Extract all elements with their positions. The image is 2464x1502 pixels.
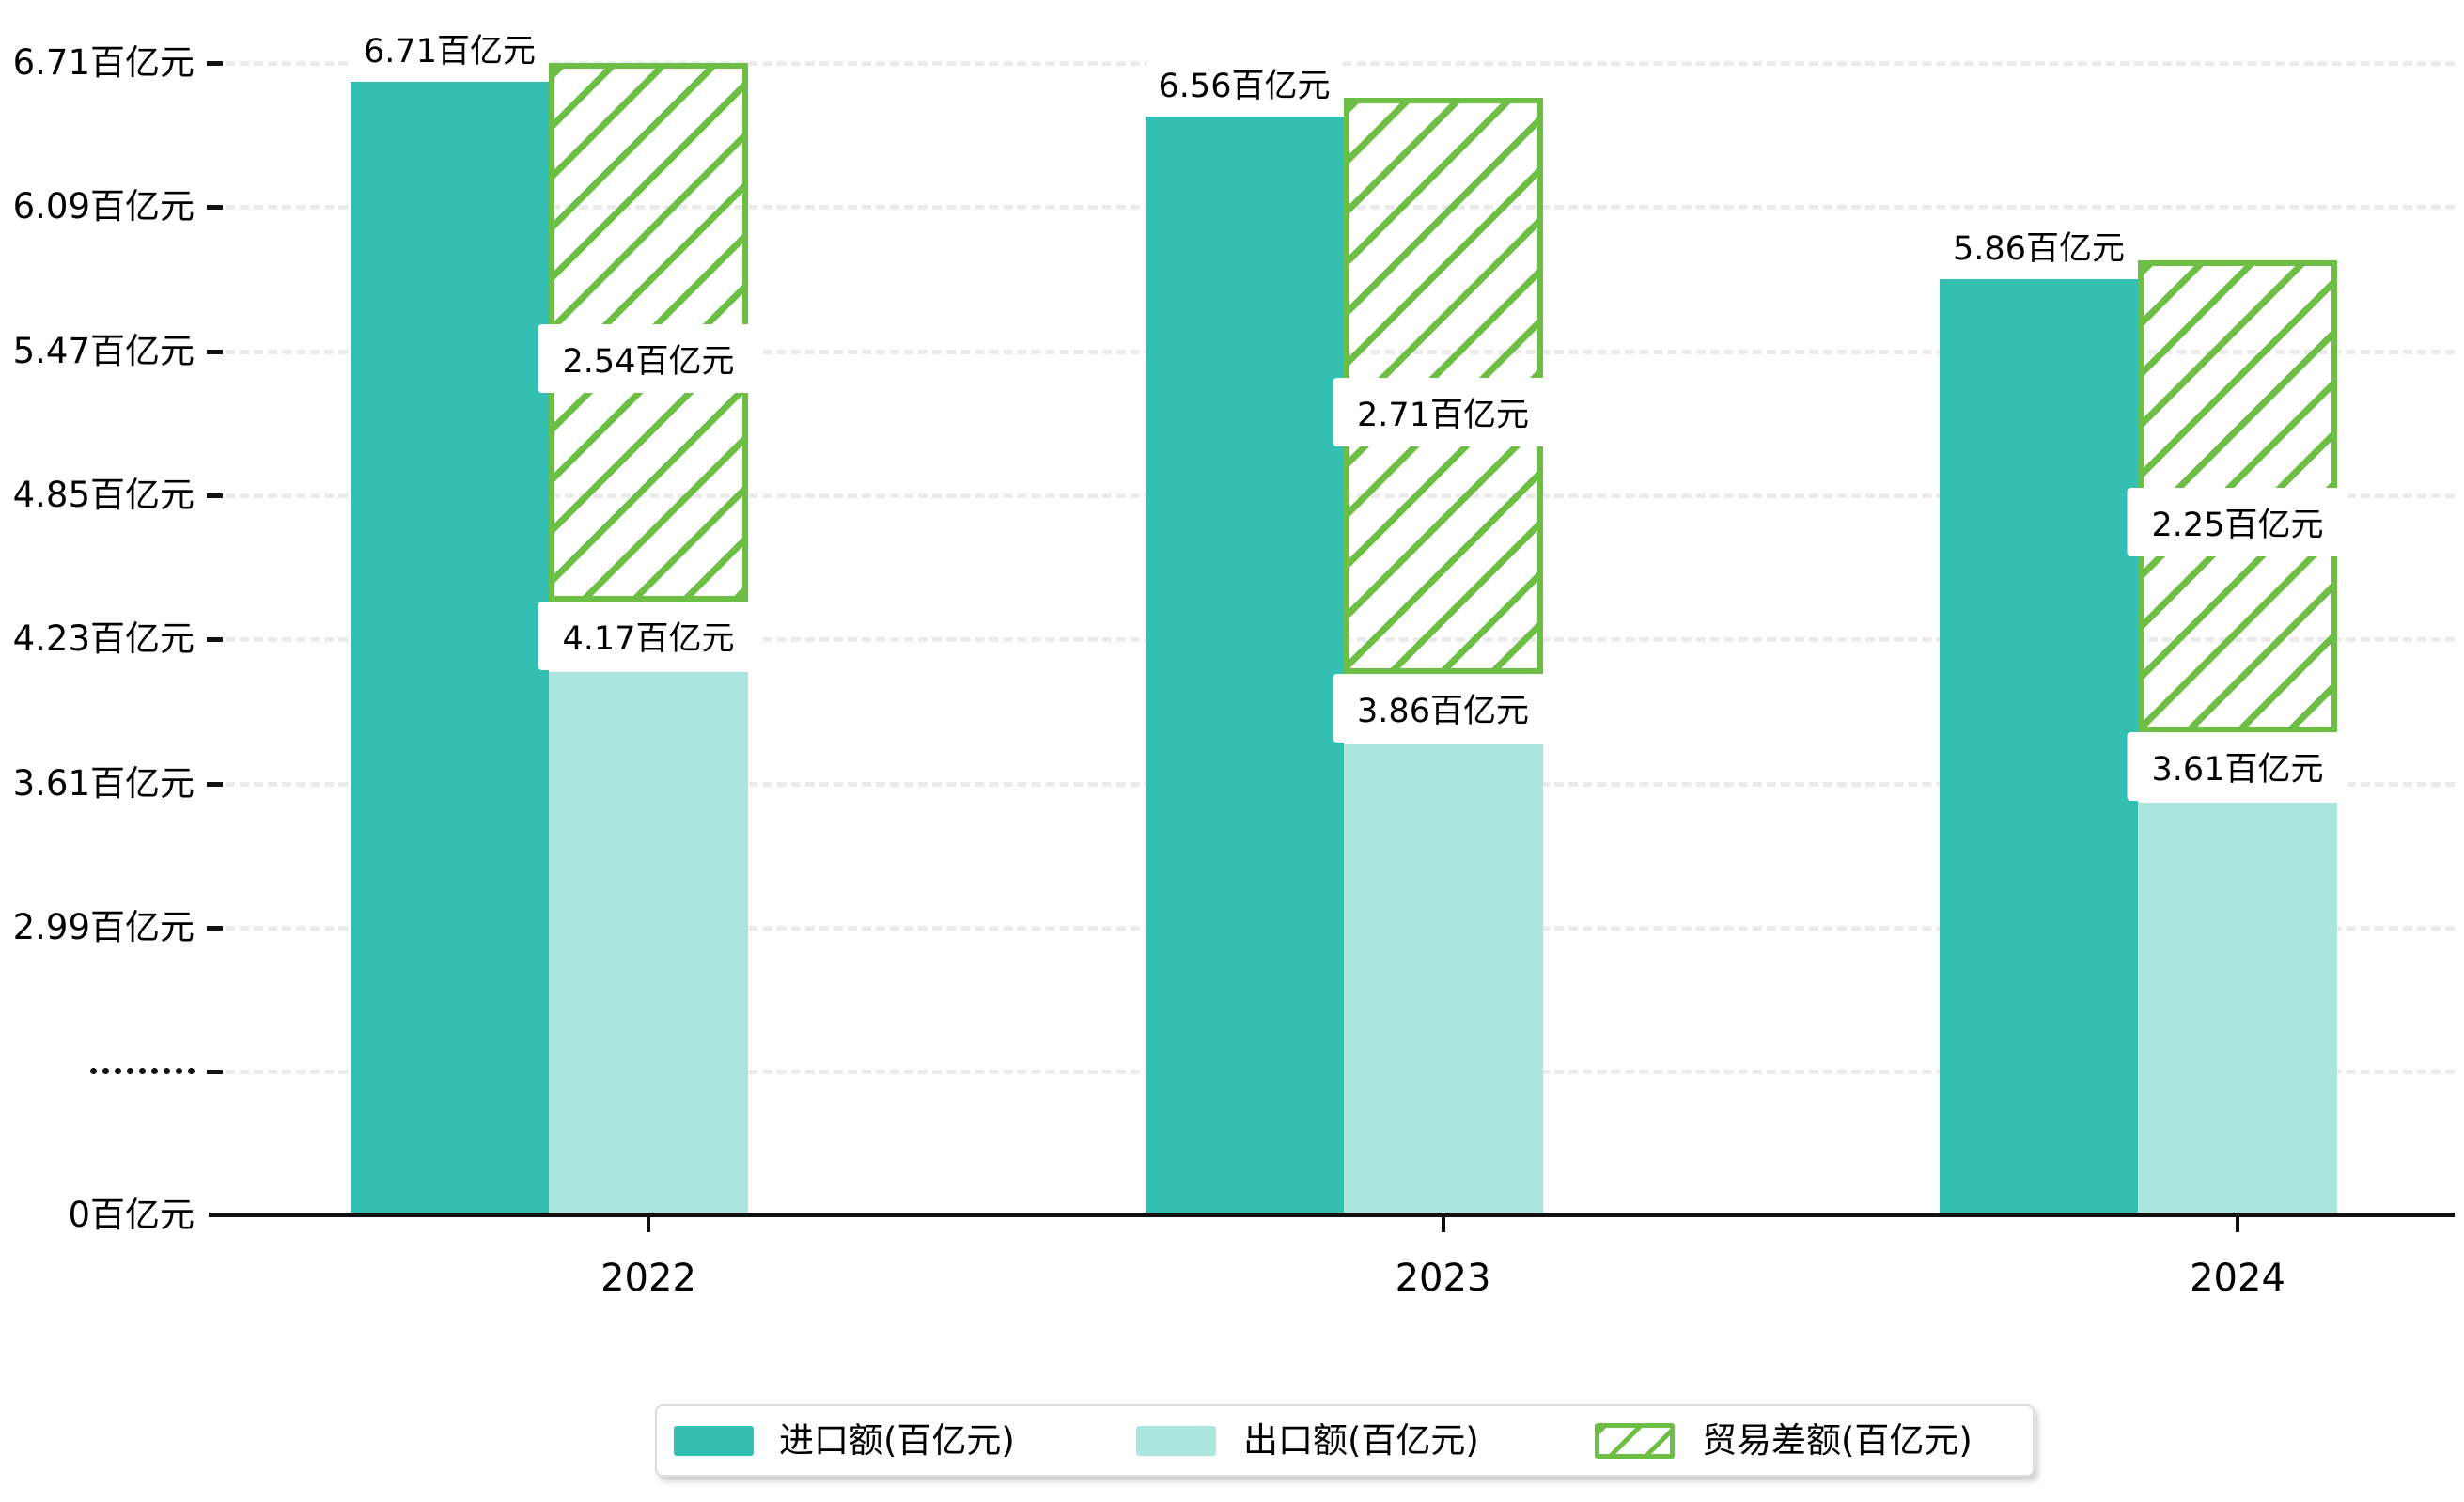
bar-export-2022 [549, 672, 748, 1213]
y-axis-tick [207, 205, 223, 211]
x-axis-label-2023: 2023 [1395, 1257, 1491, 1300]
bar-import-2024 [1940, 279, 2138, 1213]
bar-import-2022 [351, 82, 549, 1213]
bar-export-2024 [2138, 802, 2337, 1213]
data-label-export-2022: 4.17百亿元 [538, 602, 759, 671]
data-label-trade-balance-2023: 2.71百亿元 [1333, 377, 1553, 446]
bar-export-2023 [1343, 743, 1543, 1213]
x-axis-tick [1441, 1217, 1445, 1232]
y-axis-label: 6.71百亿元 [12, 42, 195, 83]
data-label-trade-balance-2024: 2.25百亿元 [2127, 488, 2348, 557]
y-axis-tick [207, 637, 223, 643]
y-axis-label: 4.23百亿元 [12, 618, 195, 660]
bar-import-2023 [1145, 117, 1344, 1213]
y-axis-label: 4.85百亿元 [12, 474, 195, 515]
y-axis-label: 2.99百亿元 [12, 906, 195, 947]
data-label-export-2024: 3.61百亿元 [2127, 731, 2348, 801]
legend: 进口额(百亿元) 出口额(百亿元) 贸易差额(百亿元) [655, 1404, 2035, 1477]
data-label-import-2023: 6.56百亿元 [1146, 58, 1342, 108]
legend-label-export: 出口额(百亿元) [1243, 1420, 1479, 1461]
legend-swatch-trade-balance [1595, 1422, 1675, 1459]
x-axis-label-2024: 2024 [2190, 1257, 2285, 1300]
data-label-import-2024: 5.86百亿元 [1942, 221, 2136, 271]
x-axis-tick [2236, 1217, 2239, 1232]
y-axis-break-label [90, 1068, 195, 1075]
data-label-trade-balance-2022: 2.54百亿元 [538, 324, 759, 394]
y-axis-label: 0百亿元 [68, 1195, 195, 1235]
legend-swatch-export [1136, 1425, 1216, 1456]
y-axis-tick [207, 61, 223, 66]
x-axis-tick [647, 1217, 650, 1232]
x-axis-label-2022: 2022 [600, 1257, 696, 1300]
y-axis-label: 6.09百亿元 [12, 186, 195, 227]
y-axis-label: 3.61百亿元 [12, 762, 195, 804]
y-axis-tick [207, 1070, 223, 1075]
y-axis-label: 5.47百亿元 [12, 330, 195, 371]
legend-label-import: 进口额(百亿元) [779, 1420, 1015, 1461]
y-axis-tick [207, 781, 223, 787]
y-axis-tick [207, 925, 223, 931]
data-label-import-2022: 6.71百亿元 [352, 23, 547, 73]
y-axis-tick [207, 493, 223, 498]
data-label-export-2023: 3.86百亿元 [1333, 673, 1553, 743]
legend-label-trade-balance: 贸易差额(百亿元) [1702, 1420, 1973, 1461]
y-axis-tick [207, 349, 223, 354]
x-axis-line [209, 1213, 2455, 1217]
legend-swatch-import [674, 1425, 754, 1456]
